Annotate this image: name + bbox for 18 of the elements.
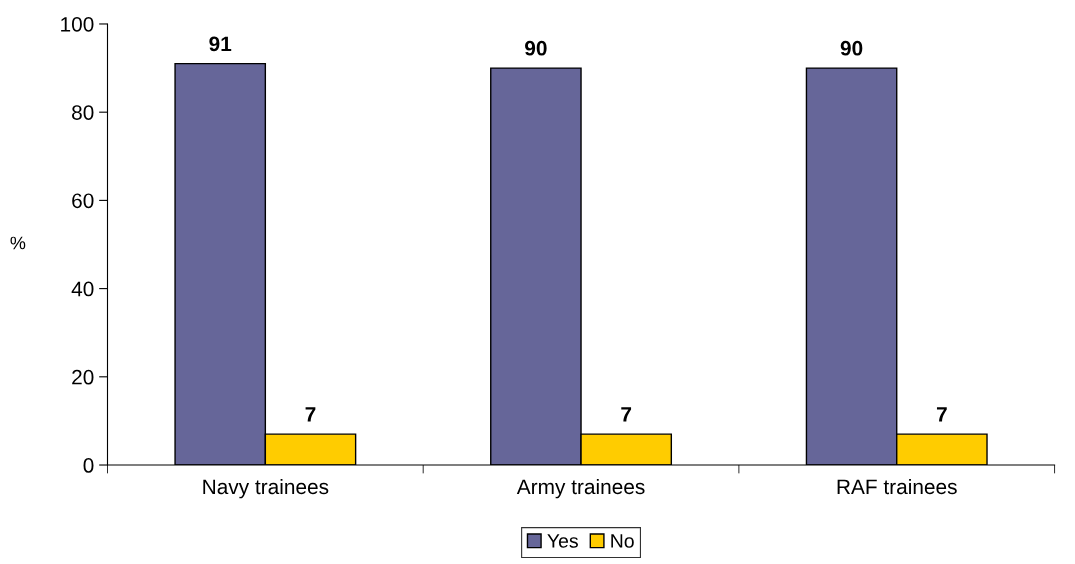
y-tick-label: 80 <box>72 105 94 120</box>
data-label: 7 <box>305 407 316 422</box>
y-tick-label: 100 <box>61 16 94 32</box>
legend-label: No <box>611 534 634 548</box>
data-label: 91 <box>209 36 232 52</box>
data-label: 90 <box>840 40 863 56</box>
y-tick-label: 40 <box>71 281 94 297</box>
data-label: 7 <box>936 407 947 422</box>
legend-label: Yes <box>547 534 578 548</box>
x-tick-label: Army trainees <box>516 478 645 499</box>
y-tick-label: 60 <box>72 193 94 209</box>
x-tick-label: Navy trainees <box>203 478 329 499</box>
y-tick-label: 20 <box>72 369 94 385</box>
data-label: 7 <box>621 407 632 422</box>
y-tick-label: 0 <box>83 458 94 473</box>
y-axis-title: % <box>10 236 26 250</box>
data-label: 90 <box>525 40 547 56</box>
x-tick-label: RAF trainees <box>837 478 957 495</box>
